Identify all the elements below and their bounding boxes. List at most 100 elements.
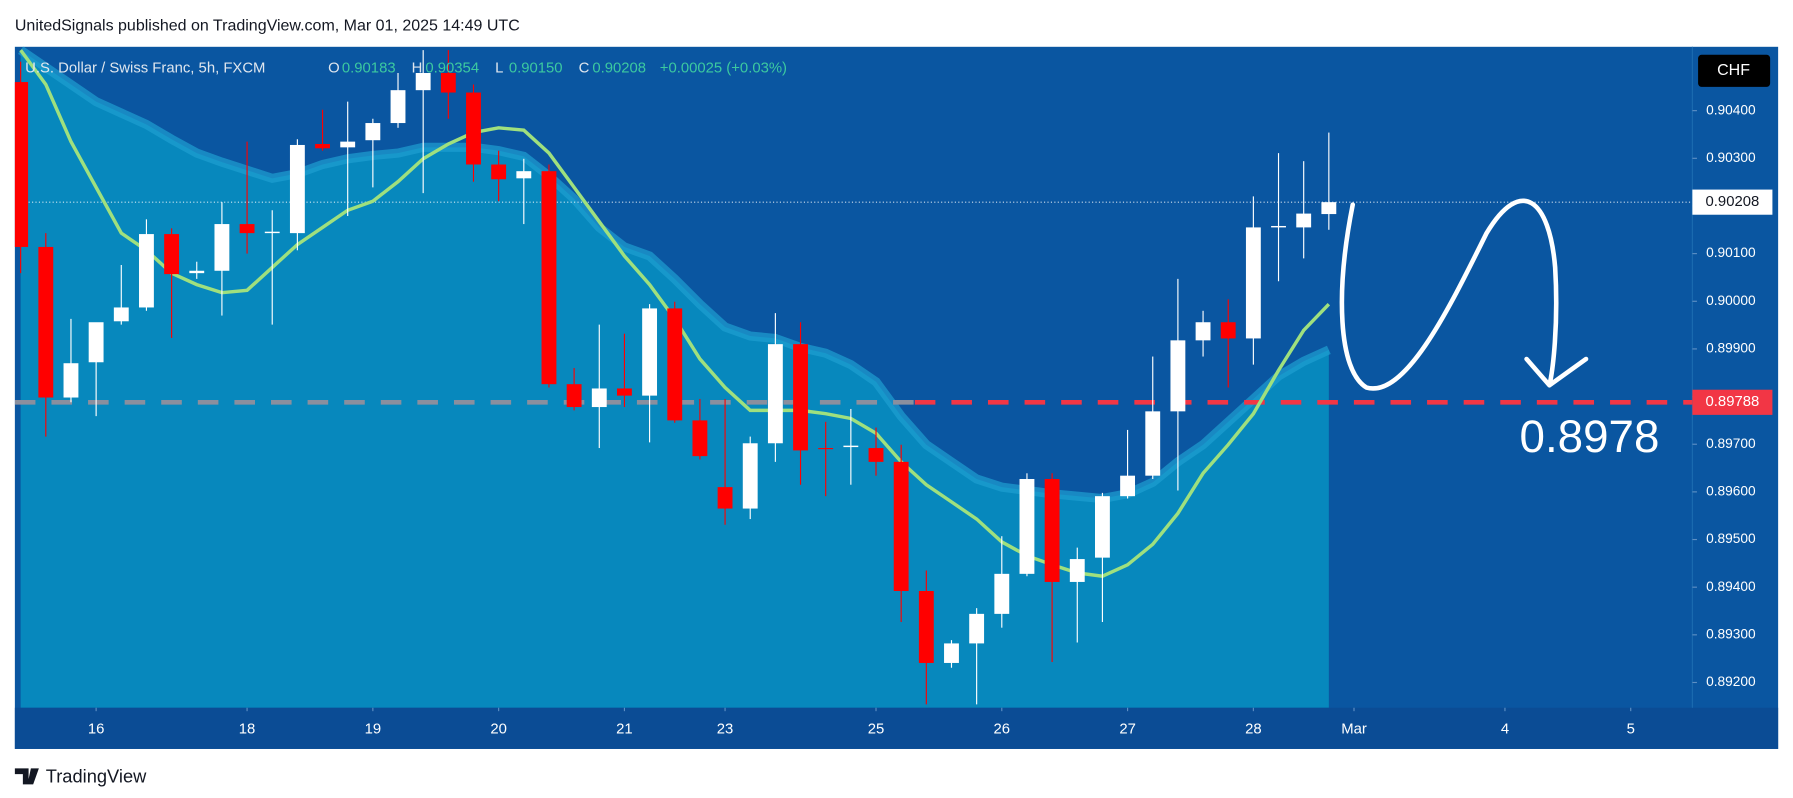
candle-body: [189, 270, 205, 274]
symbol-label: U.S. Dollar / Swiss Franc, 5h, FXCM: [25, 60, 265, 76]
y-tick-label: 0.89900: [1706, 341, 1756, 356]
candle-body: [415, 73, 431, 91]
level-badge: [1692, 389, 1773, 415]
time-axis-background: [14, 707, 1779, 749]
candle-body: [38, 246, 54, 398]
band-line: [18, 46, 1331, 504]
candle-body: [541, 171, 557, 385]
y-tick-label: 0.89600: [1706, 484, 1756, 499]
axes: 0.89200 0.89300 0.89400 0.89500 0.89600 0.897…: [88, 102, 1773, 737]
candle-body: [315, 144, 330, 149]
candle-body: [1321, 202, 1337, 215]
candle-body: [1019, 479, 1035, 574]
candle-body: [591, 388, 607, 408]
candle-body: [1044, 479, 1060, 582]
candle-body: [516, 171, 532, 179]
candle-body: [1145, 411, 1161, 476]
legend-value: 0.90183: [342, 60, 396, 76]
candle-body: [1296, 213, 1312, 228]
candle-body: [566, 384, 582, 408]
current-price-label: 0.90208: [1706, 194, 1760, 210]
candle-body: [214, 224, 230, 271]
currency-badge: [1698, 54, 1771, 87]
candle-body: [1271, 225, 1286, 228]
candle-body: [918, 590, 934, 663]
x-tick-label: 18: [239, 721, 256, 737]
x-tick-label: Mar: [1341, 721, 1367, 737]
candle-body: [14, 82, 29, 247]
candle-body: [239, 224, 255, 234]
level-label: 0.89788: [1706, 394, 1760, 410]
legend-key: H: [412, 60, 423, 76]
currency-label: CHF: [1717, 62, 1750, 79]
footer-logo: [14, 768, 39, 785]
current-price-badge: [1692, 189, 1773, 215]
candle-body: [843, 445, 859, 448]
y-tick-label: 0.89300: [1706, 626, 1756, 641]
legend-key: C: [579, 60, 590, 76]
candle-body: [113, 307, 129, 322]
candle-body: [667, 308, 683, 421]
y-tick-label: 0.89400: [1706, 579, 1756, 594]
candle-body: [365, 123, 381, 141]
x-tick-label: 5: [1627, 721, 1635, 737]
x-tick-label: 28: [1245, 721, 1262, 737]
candle-body: [264, 231, 280, 234]
candle-body: [88, 322, 104, 363]
candle-body: [893, 461, 909, 591]
candle-body: [617, 388, 632, 396]
candle-body: [742, 443, 758, 509]
candle-body: [289, 144, 305, 234]
y-tick-label: 0.90400: [1706, 102, 1756, 117]
candle-body: [390, 90, 406, 124]
candle-body: [164, 234, 180, 275]
candle-body: [1120, 475, 1136, 497]
y-tick-label: 0.90000: [1706, 293, 1756, 308]
y-tick-label: 0.89700: [1706, 436, 1756, 451]
legend-value: 0.90150: [509, 60, 563, 76]
candle-body: [1069, 559, 1085, 582]
plot-area: [14, 46, 1693, 708]
x-tick-label: 21: [616, 721, 633, 737]
candle-body: [1245, 227, 1261, 339]
x-tick-label: 25: [868, 721, 885, 737]
candle-body: [692, 420, 708, 457]
candle-body: [944, 643, 959, 663]
candle-body: [994, 573, 1010, 614]
x-tick-label: 23: [717, 721, 734, 737]
candle-body: [793, 344, 808, 451]
candle-body: [1195, 322, 1211, 341]
candle-body: [466, 92, 481, 165]
candle-body: [818, 448, 834, 450]
legend-change: +0.00025 (+0.03%): [660, 60, 787, 76]
x-tick-label: 20: [490, 721, 507, 737]
y-tick-label: 0.90300: [1706, 150, 1756, 165]
candle-body: [1094, 496, 1110, 558]
candle-body: [139, 234, 154, 308]
legend-value: 0.90208: [592, 60, 646, 76]
candle-body: [491, 164, 507, 180]
candle-body: [1170, 340, 1186, 412]
legend-key: L: [495, 60, 503, 76]
y-tick-label: 0.89500: [1706, 531, 1756, 546]
publish-header: UnitedSignals published on TradingView.c…: [15, 17, 520, 34]
price-annotation: 0.8978: [1520, 411, 1660, 462]
legend-value: 0.90354: [425, 60, 479, 76]
candle-body: [340, 141, 356, 148]
footer-brand: TradingView: [46, 765, 147, 786]
candle-body: [1220, 322, 1236, 339]
candle-body: [868, 448, 884, 462]
y-tick-label: 0.90100: [1706, 245, 1756, 260]
x-tick-label: 27: [1119, 721, 1136, 737]
drawn-arrow: [1339, 198, 1589, 391]
x-tick-label: 16: [88, 721, 105, 737]
y-tick-label: 0.89200: [1706, 674, 1756, 689]
x-tick-label: 26: [994, 721, 1011, 737]
candle-body: [642, 308, 658, 396]
candle-body: [63, 363, 79, 398]
x-tick-label: 19: [365, 721, 382, 737]
x-tick-label: 4: [1501, 721, 1509, 737]
candle-body: [767, 344, 783, 444]
